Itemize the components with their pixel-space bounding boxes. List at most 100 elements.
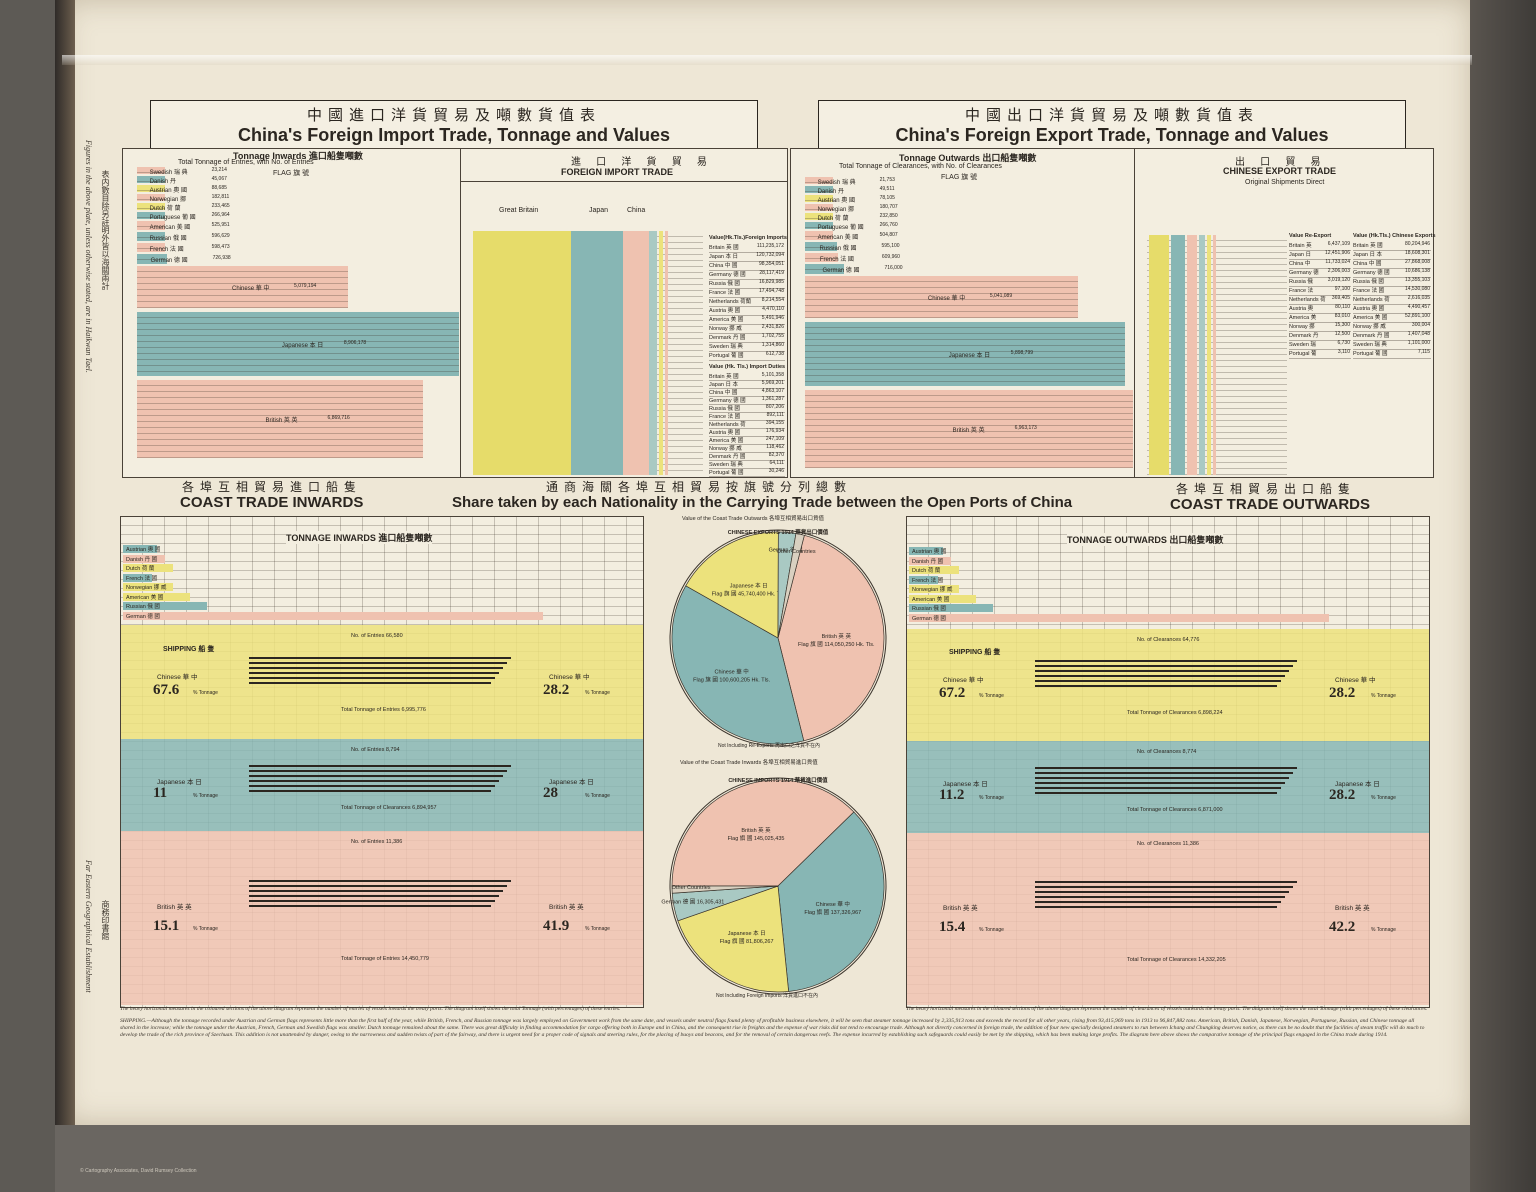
coast-small-flag-label: Dutch 荷 蘭 [126, 566, 155, 572]
value-row-amount: 807,206 [765, 404, 784, 410]
credit-text: © Cartography Associates, David Rumsey C… [80, 1168, 197, 1174]
coast-row-tonnage: Total Tonnage of Entries 14,450,779 [341, 956, 429, 963]
value-row: Germany 德 國 10,686,138 [1353, 268, 1431, 278]
flag-bar-value: 726,938 [212, 255, 231, 261]
flag-bar [137, 194, 165, 201]
coast-row-measure-line [249, 681, 491, 684]
coast-row-measure-line [1035, 781, 1285, 784]
coast-row-left-unit: % Tonnage [193, 793, 218, 799]
value-row-name: Russia 俄 [1289, 279, 1313, 285]
import-trade-columns [473, 231, 703, 475]
value-row-name: Netherlands 荷 [1289, 297, 1326, 303]
coast-small-flag-bar [123, 583, 174, 591]
coast-outwards-panel: TONNAGE OUTWARDS 出口船隻噸數 Austrian 奧 國 Dani… [906, 516, 1430, 1008]
value-row-amount: 11,733,024 [1325, 259, 1350, 265]
coast-row-measure-line [1035, 660, 1297, 663]
import-tonnage-sub: Total Tonnage of Entries, with No. of En… [178, 159, 314, 166]
coast-row-measure-line [249, 774, 503, 777]
value-row: Denmark 丹 國 1,702,755 [709, 333, 785, 343]
value-row-amount: 10,686,138 [1404, 268, 1430, 274]
coast-small-flag-label: American 美 國 [126, 594, 164, 601]
value-row-amount: 247,109 [765, 436, 784, 442]
flag-bar-label: Danish 丹 [817, 188, 844, 195]
coast-row-left-unit: % Tonnage [979, 693, 1004, 699]
pie-slice-label: Chinese 華 中 [816, 900, 850, 908]
coast-row-tonnage: Total Tonnage of Entries 6,995,776 [341, 707, 426, 714]
coast-row-left-unit: % Tonnage [979, 927, 1004, 933]
coast-inwards-panel: TONNAGE INWARDS 進口船隻噸數 Austrian 奧 國 Danis… [120, 516, 644, 1008]
coast-row-right-unit: % Tonnage [1371, 693, 1396, 699]
value-row-name: Russia 俄 國 [1353, 279, 1384, 285]
coast-row-right-pct: 41.9 [543, 918, 570, 934]
coast-row-measure-line [249, 884, 507, 887]
import-col-japan: Japan [589, 207, 609, 214]
value-row: Portugal 葡 國 30,246 [709, 468, 785, 477]
pie-bottom-foot: Not Including Foreign Imports 洋貨進口不在內 [716, 993, 818, 999]
import-col-other-2 [659, 231, 663, 475]
export-trade-header-en: CHINESE EXPORT TRADE [1223, 166, 1337, 176]
value-row-name: Sweden 瑞 典 [1353, 342, 1387, 348]
import-trade-rule [461, 181, 787, 182]
pie-slice-label: German 德 國 16,305,431 [661, 897, 724, 905]
coast-row-left-pct: 11.2 [939, 787, 965, 803]
coast-row-measure-line [249, 899, 495, 902]
coast-small-flag-bar [909, 575, 939, 584]
flag-bar-value: 5,079,194 [294, 283, 317, 289]
margin-publisher-cn: 商務印書館 [101, 900, 110, 940]
import-col-other-1 [649, 231, 657, 475]
coast-small-flag-bar [909, 556, 951, 565]
coast-row-measure-line [1035, 670, 1289, 673]
value-row-name: France 法 國 [709, 290, 741, 296]
import-flag-bars: Swedish 瑞 典 23,214 Danish 丹 45,067 Austrian … [137, 167, 459, 475]
coast-row-right-flag: Japanese 本 日 [1335, 780, 1380, 788]
value-row: Denmark 丹 12,500 [1289, 331, 1351, 341]
flag-bar-label: German 德 國 [822, 268, 860, 274]
flag-bar-label: Russian 俄 國 [149, 235, 187, 242]
import-col-other-3 [665, 231, 668, 475]
pie-slice-label: Flag 旗 國 145,025,435 [728, 834, 785, 842]
value-row-name: Netherlands 荷 [1353, 297, 1390, 303]
footnote-right: The heavy horizontal measures in the col… [906, 1006, 1428, 1012]
flag-bar-value: 182,811 [211, 193, 230, 200]
value-row: America 美 國 5,491,946 [709, 315, 785, 325]
flag-bar-value: 233,465 [211, 202, 230, 209]
value-row-name: America 美 國 [709, 438, 744, 444]
coast-row-left-pct: 11 [153, 785, 168, 801]
flag-bar [805, 186, 833, 193]
coast-row-tonnage: Total Tonnage of Clearances 6,871,000 [1127, 807, 1223, 814]
value-row-name: Denmark 丹 國 [709, 454, 746, 460]
flag-bar-label: Norwegian 挪 [817, 206, 854, 213]
flag-bar-label: Chinese 華 中 [232, 286, 270, 292]
coast-out-rows: Chinese 華 中 67.2% Tonnage Chinese 華 中 28.2%… [907, 629, 1429, 1005]
import-col-china: China [627, 207, 646, 214]
coast-row-measure-line [1035, 886, 1293, 889]
coast-row-measure-line [249, 779, 499, 782]
value-row: Portugal 葡 國 7,115 [1353, 349, 1431, 359]
coast-small-flag-bar [909, 594, 977, 603]
coast-row-right-unit: % Tonnage [585, 793, 610, 799]
flag-bar-label: Dutch 荷 蘭 [149, 205, 181, 212]
flag-bar-label: French 法 國 [819, 256, 854, 263]
value-row-name: Norway 挪 [1289, 324, 1315, 330]
coast-small-flag-label: German 德 國 [126, 613, 160, 620]
import-trade-panel: 進 口 洋 貨 貿 易 FOREIGN IMPORT TRADE Great B… [460, 148, 788, 478]
value-row-amount: 7,115 [1417, 349, 1430, 355]
flag-bar [805, 177, 833, 184]
export-values-header: Value Re-Export [1289, 233, 1332, 239]
flag-bar [137, 266, 349, 308]
value-row: Portugal 葡 3,110 [1289, 349, 1351, 359]
flag-bar-value: 23,214 [211, 166, 227, 173]
export-title-cn: 中國出口洋貨貿易及噸數貨值表 [964, 106, 1259, 124]
coast-small-flag-label: French 法 國 [126, 575, 158, 582]
value-row: China 中 國 4,863,107 [709, 388, 785, 397]
coast-row-measure-line [249, 894, 499, 897]
coast-row-entries: No. of Entries 11,386 [351, 839, 403, 845]
flag-bar [805, 253, 839, 262]
pie-slice-label: Flag 旗 國 100,600,205 Hk. Tls. [693, 675, 770, 683]
export-col-4 [1199, 235, 1205, 475]
value-row-amount: 2,616,035 [1407, 295, 1430, 301]
export-trade-columns [1147, 235, 1287, 475]
flag-bar-label: Portuguese 葡 國 [817, 224, 864, 231]
coast-row-measure-line [1035, 896, 1285, 899]
pie-outline [669, 777, 887, 995]
